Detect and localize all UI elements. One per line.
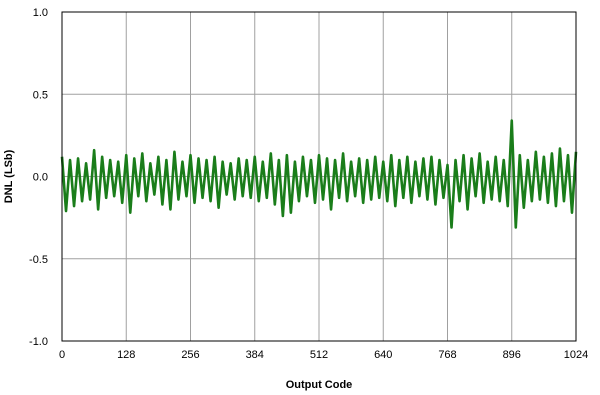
x-tick-label: 512 bbox=[310, 349, 328, 361]
x-tick-label: 1024 bbox=[564, 349, 588, 361]
y-tick-label: 0.5 bbox=[33, 89, 48, 101]
tick-labels: 0 128 256 384 512 640 768 896 1024 1.0 0.5 0.0 -0.5 -… bbox=[29, 7, 588, 361]
plot-frame bbox=[61, 11, 577, 342]
x-tick-label: 0 bbox=[59, 349, 65, 361]
x-tick-label: 640 bbox=[374, 349, 392, 361]
y-tick-label: 0.0 bbox=[33, 172, 48, 184]
x-tick-label: 256 bbox=[181, 349, 199, 361]
x-tick-label: 128 bbox=[117, 349, 135, 361]
y-tick-label: -1.0 bbox=[29, 336, 48, 348]
y-tick-label: -0.5 bbox=[29, 254, 48, 266]
x-tick-label: 896 bbox=[503, 349, 521, 361]
y-axis-title: DNL (LSb) bbox=[3, 149, 15, 203]
x-axis-title: Output Code bbox=[286, 379, 353, 391]
x-tick-label: 768 bbox=[438, 349, 456, 361]
series-line-group bbox=[60, 119, 578, 229]
x-tick-label: 384 bbox=[246, 349, 264, 361]
dnl-series-line bbox=[60, 119, 578, 229]
y-tick-label: 1.0 bbox=[33, 7, 48, 19]
